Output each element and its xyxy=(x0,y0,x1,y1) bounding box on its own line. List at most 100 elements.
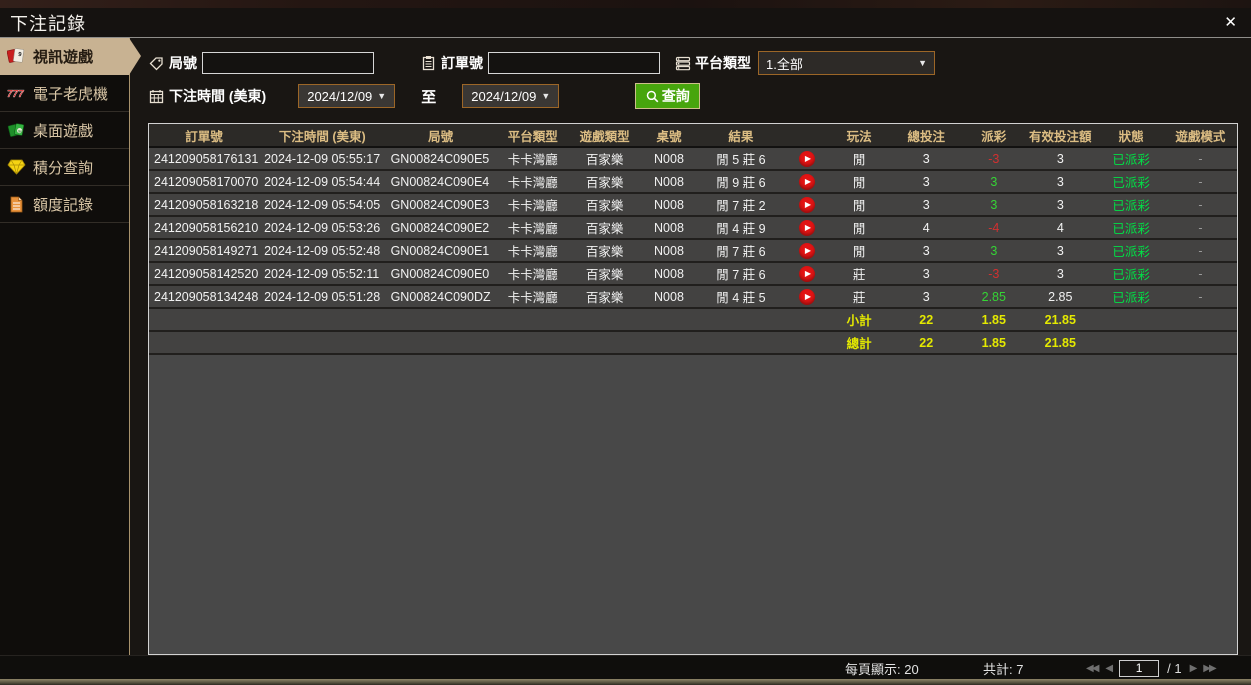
replay-video-button[interactable]: ▶ xyxy=(799,242,816,259)
cell-empty xyxy=(1163,308,1237,332)
order-no-label: 訂單號 xyxy=(441,55,483,71)
footer-bar: 每頁顯示: 20 共計: 7 ◀◀ ◀ 1 / 1 ▶ ▶▶ xyxy=(0,655,1251,679)
round-no-input[interactable] xyxy=(202,52,374,74)
search-button[interactable]: 查詢 xyxy=(635,83,701,109)
cell-replay: ▶ xyxy=(783,216,832,240)
cell-bet-time: 2024-12-09 05:52:48 xyxy=(259,239,386,263)
cell-totals-payout: 1.85 xyxy=(965,331,1023,355)
close-icon[interactable]: ✕ xyxy=(1224,14,1237,31)
sidebar-item-4[interactable]: 額度記錄 xyxy=(0,186,129,223)
cell-order-no: 241209058142520 xyxy=(149,262,260,286)
cell-game-type: 百家樂 xyxy=(569,285,640,309)
replay-video-button[interactable]: ▶ xyxy=(799,265,816,282)
cell-total-bet: 3 xyxy=(886,285,966,309)
cell-round-no: GN00824C090E4 xyxy=(385,170,496,194)
cell-platform: 卡卡灣廳 xyxy=(495,193,570,217)
cell-replay: ▶ xyxy=(783,147,832,171)
cell-round-no: GN00824C090E0 xyxy=(385,262,496,286)
cell-totals-valid: 21.85 xyxy=(1022,331,1099,355)
next-page-icon[interactable]: ▶ xyxy=(1189,662,1198,674)
cell-table-no: N008 xyxy=(639,285,699,309)
column-header: 狀態 xyxy=(1098,124,1164,148)
cell-status: 已派彩 xyxy=(1098,239,1164,263)
cell-round-no: GN00824C090E5 xyxy=(385,147,496,171)
cell-game-type: 百家樂 xyxy=(569,216,640,240)
date-to-picker[interactable]: 2024/12/09 ▼ xyxy=(462,84,560,108)
cell-replay: ▶ xyxy=(783,193,832,217)
table-header-row: 訂單號 下注時間 (美東) 局號 平台類型 遊戲類型 桌號 結果 玩法 總投注 派彩 有效投注額 狀態… xyxy=(149,124,1237,148)
cell-empty xyxy=(569,331,640,355)
column-header: 桌號 xyxy=(639,124,699,148)
platform-type-select[interactable]: 1.全部 ▼ xyxy=(758,51,935,75)
cell-result: 閒 7 莊 6 xyxy=(698,239,784,263)
first-page-icon[interactable]: ◀◀ xyxy=(1086,662,1099,674)
totals-row: 小計 22 1.85 21.85 xyxy=(149,308,1237,332)
cell-platform: 卡卡灣廳 xyxy=(495,170,570,194)
cell-game-type: 百家樂 xyxy=(569,262,640,286)
cell-table-no: N008 xyxy=(639,262,699,286)
clipboard-icon xyxy=(420,55,437,72)
search-icon xyxy=(646,90,659,103)
cell-platform: 卡卡灣廳 xyxy=(495,216,570,240)
table-games-icon: 50 xyxy=(6,121,26,139)
sidebar-item-3[interactable]: 積分查詢 xyxy=(0,149,129,186)
filter-row-2: 下注時間 (美東) 2024/12/09 ▼ 至 2024/12/09 ▼ xyxy=(148,80,1238,112)
replay-video-button[interactable]: ▶ xyxy=(799,219,816,236)
slots-777-icon: 777 xyxy=(6,84,26,102)
prev-page-icon[interactable]: ◀ xyxy=(1105,662,1113,674)
cell-game-mode: - xyxy=(1163,239,1237,263)
column-header: 玩法 xyxy=(831,124,887,148)
cell-valid-bet: 3 xyxy=(1022,193,1099,217)
cell-payout: -3 xyxy=(965,147,1023,171)
bet-time-label: 下注時間 (美東) xyxy=(169,88,267,104)
column-header: 局號 xyxy=(385,124,496,148)
cell-totals-bet: 22 xyxy=(886,331,966,355)
replay-video-button[interactable]: ▶ xyxy=(799,173,816,190)
cell-order-no: 241209058170070 xyxy=(149,170,260,194)
cell-table-no: N008 xyxy=(639,147,699,171)
cell-game-mode: - xyxy=(1163,170,1237,194)
replay-video-button[interactable]: ▶ xyxy=(799,288,816,305)
cell-empty xyxy=(259,308,386,332)
cell-play-type: 閒 xyxy=(831,147,887,171)
cell-round-no: GN00824C090E1 xyxy=(385,239,496,263)
cell-total-bet: 3 xyxy=(886,193,966,217)
cell-totals-label: 小計 xyxy=(831,308,887,332)
date-from-picker[interactable]: 2024/12/09 ▼ xyxy=(298,84,396,108)
sidebar-item-0[interactable]: 9 視訊遊戲 xyxy=(0,38,141,75)
cell-result: 閒 4 莊 9 xyxy=(698,216,784,240)
order-no-input[interactable] xyxy=(488,52,660,74)
document-icon xyxy=(6,195,26,213)
cell-empty xyxy=(783,331,832,355)
cell-empty xyxy=(698,331,784,355)
caret-down-icon: ▼ xyxy=(541,91,551,101)
cell-result: 閒 7 莊 6 xyxy=(698,262,784,286)
column-header: 派彩 xyxy=(965,124,1023,148)
cell-empty xyxy=(149,331,260,355)
cell-empty xyxy=(385,308,496,332)
replay-video-button[interactable]: ▶ xyxy=(799,196,816,213)
cell-order-no: 241209058163218 xyxy=(149,193,260,217)
cell-payout: 2.85 xyxy=(965,285,1023,309)
sidebar-item-2[interactable]: 50 桌面遊戲 xyxy=(0,112,129,149)
cell-order-no: 241209058156210 xyxy=(149,216,260,240)
svg-text:9: 9 xyxy=(17,52,22,58)
lobby-background-top xyxy=(0,0,1251,8)
replay-video-button[interactable]: ▶ xyxy=(799,150,816,167)
cell-total-bet: 3 xyxy=(886,239,966,263)
cell-result: 閒 4 莊 5 xyxy=(698,285,784,309)
cell-status: 已派彩 xyxy=(1098,193,1164,217)
sidebar-item-1[interactable]: 777 電子老虎機 xyxy=(0,75,129,112)
page-number-input[interactable]: 1 xyxy=(1119,659,1160,677)
cell-bet-time: 2024-12-09 05:51:28 xyxy=(259,285,386,309)
table-row: 241209058156210 2024-12-09 05:53:26 GN0082… xyxy=(149,216,1237,240)
table-row: 241209058163218 2024-12-09 05:54:05 GN0082… xyxy=(149,193,1237,217)
cell-bet-time: 2024-12-09 05:54:05 xyxy=(259,193,386,217)
tag-icon xyxy=(148,55,165,72)
cell-table-no: N008 xyxy=(639,170,699,194)
total-count-text: 共計: 7 xyxy=(983,661,1024,677)
column-header: 訂單號 xyxy=(149,124,260,148)
cell-replay: ▶ xyxy=(783,285,832,309)
last-page-icon[interactable]: ▶▶ xyxy=(1203,662,1216,674)
cell-play-type: 閒 xyxy=(831,216,887,240)
